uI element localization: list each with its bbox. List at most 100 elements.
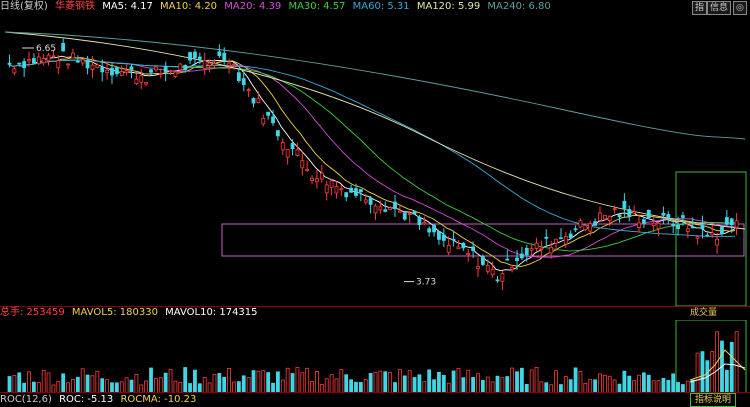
volume-bar [383, 371, 388, 393]
volume-bar [490, 381, 495, 393]
candle-body [334, 186, 339, 194]
volume-bar [217, 373, 222, 393]
candle-body [373, 205, 378, 214]
candle-body [178, 63, 183, 71]
candle-body [734, 220, 739, 228]
volume-bar [666, 379, 671, 393]
candle-body [66, 63, 70, 66]
volume-bar [188, 383, 192, 393]
volume-bar [256, 370, 261, 393]
volume-bar [393, 382, 397, 393]
volume-bar [12, 374, 17, 393]
candle-body [724, 217, 729, 225]
candle-body [232, 63, 236, 66]
candle-body [310, 177, 314, 181]
candle-body [705, 234, 710, 237]
candle-body [363, 199, 368, 203]
volume-bar [700, 351, 705, 393]
volume-bar [212, 374, 217, 393]
candle-body [319, 172, 324, 180]
candle-body [183, 65, 188, 71]
candle-body [105, 69, 109, 73]
ma5-value: MA5: 4.17 [102, 1, 153, 12]
volume-bar [153, 378, 158, 393]
volume-bar [378, 370, 383, 393]
volume-bar [529, 369, 534, 393]
ma30-line [7, 59, 736, 252]
candle-body [441, 234, 446, 241]
volume-chart[interactable] [0, 320, 750, 393]
volume-bar [417, 374, 422, 393]
candle-body [388, 207, 393, 211]
volume-bar [495, 375, 500, 393]
volume-bar [46, 372, 51, 393]
volume-bar [500, 377, 505, 393]
candle-body [588, 223, 593, 232]
candle-body [295, 149, 300, 156]
volume-bar [27, 371, 31, 393]
volume-bar [363, 379, 368, 393]
volume-bar [568, 379, 573, 393]
volume-bar [358, 382, 363, 393]
candle-body [651, 222, 656, 226]
volume-bar [407, 370, 412, 393]
volume-bar [622, 370, 627, 393]
volume-bar [671, 373, 676, 393]
volume-bar [222, 376, 227, 393]
volume-bar [305, 367, 310, 393]
volume-bar [661, 377, 666, 393]
candle-body [7, 62, 12, 65]
candle-body [193, 51, 197, 59]
candle-body [642, 219, 646, 224]
candle-body [32, 58, 36, 64]
candle-body [251, 98, 256, 104]
candle-body [134, 78, 139, 85]
candle-body [95, 64, 100, 69]
volume-bar [710, 351, 715, 393]
candle-body [168, 70, 173, 73]
period-label: 日线(复权) [0, 1, 48, 12]
volume-bar [261, 370, 266, 393]
candle-body [378, 206, 383, 211]
tab-volume[interactable]: 成交量 [690, 308, 718, 318]
ma30-value: MA30: 4.57 [288, 1, 346, 12]
candle-body [246, 89, 251, 91]
settings-icon[interactable]: ◎ [733, 1, 747, 15]
volume-bar [158, 377, 163, 393]
volume-bar [100, 378, 105, 393]
candle-body [212, 63, 217, 66]
price-chart[interactable]: 6.65 3.73 [0, 14, 750, 306]
candle-body [222, 52, 227, 61]
volume-bar [432, 379, 436, 393]
info-button[interactable]: 信息 [707, 1, 732, 15]
volume-bar [729, 342, 734, 393]
candle-body [56, 60, 61, 69]
volume-bar [554, 370, 558, 393]
volume-indicator-bar: 总手: 253459 MAVOL5: 180330 MAVOL10: 17431… [0, 306, 750, 320]
volume-bar [617, 383, 622, 393]
candle-body [153, 66, 158, 71]
volume-bar [583, 382, 588, 393]
indicator-button[interactable]: 指 [692, 1, 708, 15]
volume-bar [339, 369, 344, 393]
candle-body [510, 267, 515, 270]
candle-body [329, 180, 334, 188]
volume-selection-frame [675, 320, 747, 393]
candle-body [368, 197, 373, 205]
volume-bar [549, 384, 554, 393]
candle-body [681, 215, 685, 218]
ma20-line [7, 59, 736, 258]
candle-body [90, 64, 95, 70]
tab-indicator-help[interactable]: 指标说明 [690, 393, 737, 407]
candle-body [129, 66, 134, 70]
candle-body [383, 209, 388, 212]
candle-body [593, 221, 597, 226]
volume-bar [646, 374, 651, 393]
candle-body [671, 224, 676, 227]
volume-bar [422, 381, 427, 393]
stock-name: 华菱钢铁 [55, 1, 95, 12]
volume-bar [56, 380, 61, 393]
mavol5-line [689, 349, 746, 381]
candle-body [173, 71, 178, 77]
volume-bar [246, 377, 251, 393]
